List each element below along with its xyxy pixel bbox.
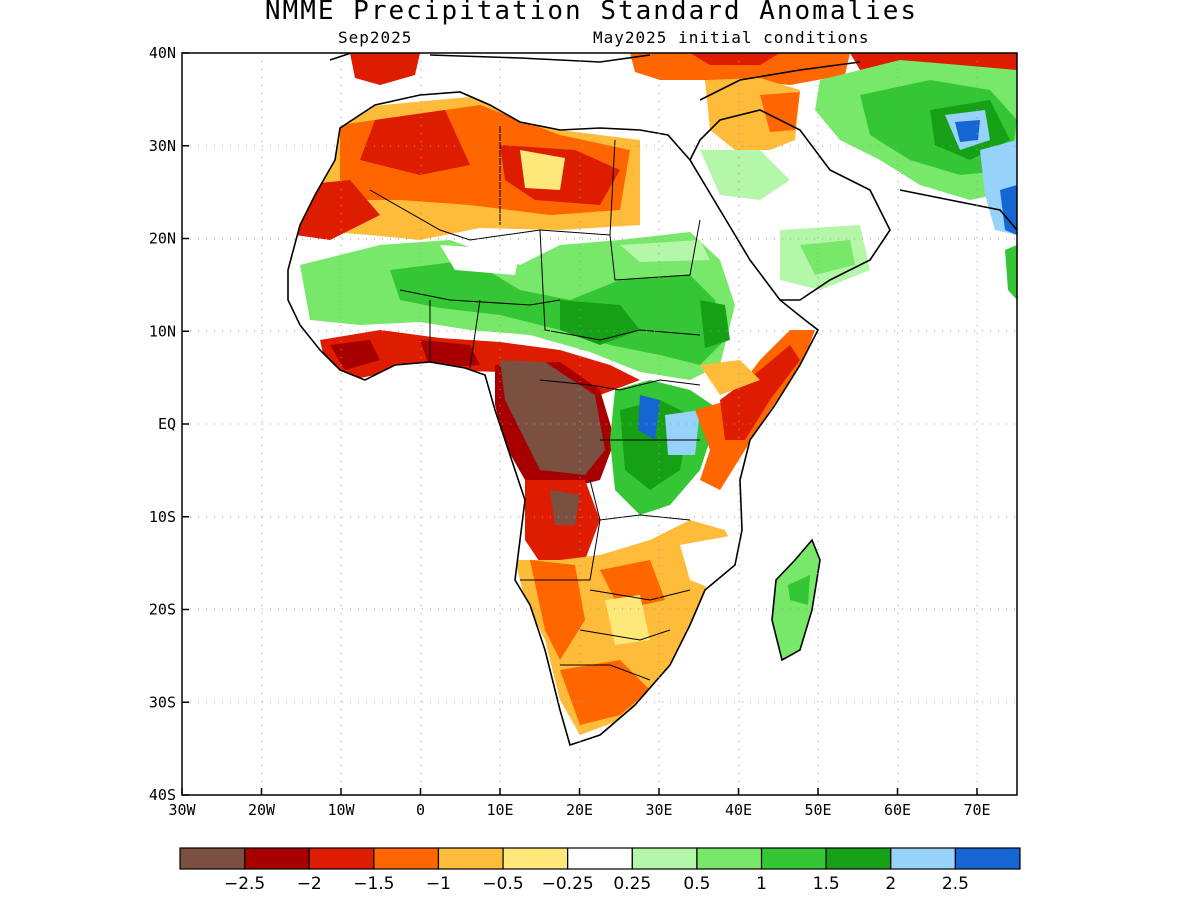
- lon-tick-label: 10W: [327, 801, 355, 819]
- colorbar-label: 1: [756, 874, 767, 894]
- colorbar-swatch: [631, 847, 698, 870]
- lon-tick-label: 60E: [884, 801, 911, 819]
- colorbar-swatch: [890, 847, 956, 870]
- lat-tick-label: EQ: [158, 415, 176, 433]
- colorbar-label: −2: [297, 874, 322, 894]
- valid-month-label: Sep2025: [338, 28, 413, 47]
- colorbar-label: −1: [426, 874, 451, 894]
- lat-tick-label: 10S: [149, 508, 176, 526]
- colorbar: −2.5 −2 −1.5 −1 −0.5 −0.25 0.25 0.5 1 1.5 2 2.5: [179, 847, 1021, 894]
- colorbar-swatch: [179, 847, 246, 870]
- colorbar-swatch: [696, 847, 763, 870]
- lon-tick-label: 20W: [248, 801, 276, 819]
- colorbar-label: 2: [885, 874, 896, 894]
- colorbar-label: −2.5: [224, 874, 265, 894]
- lon-tick-label: 40E: [725, 801, 752, 819]
- colorbar-label: 0.25: [613, 874, 651, 894]
- lat-tick-label: 30N: [149, 137, 176, 155]
- colorbar-label: −1.5: [353, 874, 394, 894]
- lat-tick-label: 40N: [149, 44, 176, 62]
- lat-tick-label: 10N: [149, 322, 176, 340]
- lat-tick-label: 30S: [149, 693, 176, 711]
- colorbar-swatch: [567, 847, 633, 870]
- init-conditions-label: May2025 initial conditions: [593, 28, 870, 47]
- map-title: NMME Precipitation Standard Anomalies: [264, 0, 919, 26]
- colorbar-swatch: [954, 847, 1021, 870]
- lon-tick-label: 0: [416, 801, 425, 819]
- lon-tick-label: 70E: [963, 801, 990, 819]
- colorbar-swatch: [373, 847, 440, 870]
- colorbar-label: 0.5: [683, 874, 710, 894]
- anomaly-field: [288, 53, 1017, 745]
- lon-tick-label: 30E: [645, 801, 672, 819]
- colorbar-swatch: [502, 847, 569, 870]
- colorbar-swatch: [825, 847, 892, 870]
- colorbar-label: −0.5: [482, 874, 523, 894]
- colorbar-label: 2.5: [942, 874, 969, 894]
- colorbar-label: −0.25: [542, 874, 594, 894]
- colorbar-swatch: [437, 847, 504, 870]
- colorbar-swatch: [308, 847, 375, 870]
- lon-tick-label: 50E: [804, 801, 831, 819]
- lat-tick-label: 20S: [149, 601, 176, 619]
- colorbar-label: 1.5: [813, 874, 840, 894]
- lon-tick-label: 30W: [168, 801, 196, 819]
- colorbar-swatch: [244, 847, 310, 870]
- country-borders: [369, 125, 701, 681]
- lon-tick-label: 10E: [486, 801, 513, 819]
- lat-tick-label: 20N: [149, 230, 176, 248]
- lat-tick-label: 40S: [149, 786, 176, 804]
- coastlines: [287, 53, 1017, 747]
- lon-tick-label: 20E: [566, 801, 593, 819]
- colorbar-swatch: [760, 847, 827, 870]
